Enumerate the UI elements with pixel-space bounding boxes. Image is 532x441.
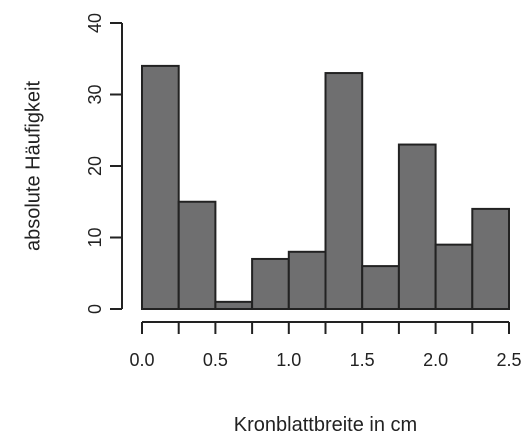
- histogram-bar: [177, 200, 217, 310]
- histogram-bar: [361, 265, 400, 311]
- y-axis-title: absolute Häufigkeit: [22, 81, 44, 252]
- x-tick-label: 2.5: [496, 350, 521, 370]
- y-tick-label: 20: [85, 156, 105, 176]
- histogram-bar: [434, 243, 474, 310]
- x-tick-label: 1.0: [276, 350, 301, 370]
- x-tick-label: 1.5: [350, 350, 375, 370]
- y-axis: 0 10 20 30 40: [85, 13, 123, 314]
- histogram-bar: [324, 72, 364, 310]
- histogram-bar: [287, 250, 327, 311]
- x-tick-label: 0.5: [203, 350, 228, 370]
- y-tick-label: 10: [85, 227, 105, 247]
- histogram-bar: [214, 300, 254, 311]
- x-axis-title: Kronblattbreite in cm: [234, 414, 417, 436]
- histogram-bar: [397, 143, 437, 310]
- y-tick-label: 0: [85, 304, 105, 314]
- x-axis: 0.0 0.5 1.0 1.5 2.0 2.5: [129, 321, 522, 370]
- y-tick-label: 40: [85, 13, 105, 33]
- histogram-bar: [471, 207, 510, 310]
- y-tick-label: 30: [85, 84, 105, 104]
- x-tick-label: 2.0: [423, 350, 448, 370]
- histogram-bar: [141, 64, 180, 311]
- x-tick-label: 0.0: [129, 350, 154, 370]
- histogram-bar: [251, 257, 290, 311]
- histogram-bars: [141, 64, 510, 311]
